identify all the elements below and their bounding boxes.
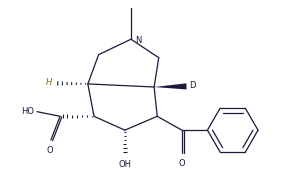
Polygon shape: [154, 83, 187, 89]
Text: OH: OH: [118, 160, 131, 169]
Text: H: H: [46, 78, 52, 87]
Text: O: O: [179, 159, 185, 168]
Text: D: D: [190, 81, 196, 90]
Text: N: N: [135, 36, 141, 45]
Text: HO: HO: [22, 107, 34, 116]
Text: O: O: [46, 146, 53, 155]
